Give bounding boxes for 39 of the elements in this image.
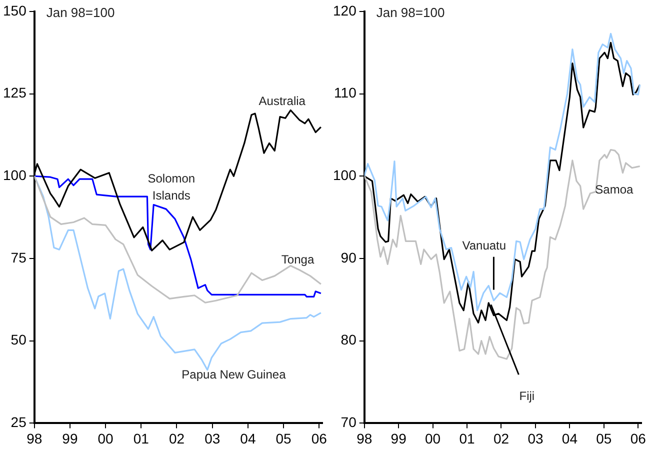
series-label: Vanuatu <box>462 238 506 252</box>
series-label: Australia <box>258 94 306 108</box>
x-tick-label: 99 <box>390 430 407 446</box>
y-tick-label: 50 <box>10 332 27 348</box>
series-label: Solomon Islands <box>148 171 196 202</box>
y-axis-title: Jan 98=100 <box>46 4 115 20</box>
x-tick-label: 06 <box>630 430 646 446</box>
x-tick-label: 01 <box>459 430 476 446</box>
y-tick-label: 150 <box>3 2 27 18</box>
x-tick-label: 05 <box>276 430 292 446</box>
x-tick-label: 05 <box>596 430 612 446</box>
y-tick-label: 125 <box>3 84 27 101</box>
y-tick-label: 25 <box>10 414 27 430</box>
y-tick-label: 70 <box>340 414 357 430</box>
series-label: Papua New Guinea <box>182 368 286 382</box>
y-axis-title: Jan 98=100 <box>376 4 445 20</box>
x-tick-label: 02 <box>168 430 185 446</box>
x-tick-label: 03 <box>204 430 220 446</box>
x-tick-label: 98 <box>26 430 42 446</box>
y-tick-label: 80 <box>340 332 357 348</box>
y-tick-label: 75 <box>10 249 27 266</box>
y-tick-label: 90 <box>340 249 357 266</box>
x-tick-label: 02 <box>493 430 510 446</box>
x-tick-label: 04 <box>562 430 578 446</box>
y-tick-label: 120 <box>333 2 357 18</box>
series-label: Tonga <box>281 252 314 266</box>
series-label: Samoa <box>595 182 634 196</box>
x-tick-label: 00 <box>425 430 441 446</box>
x-tick-label: 06 <box>311 430 328 446</box>
x-tick-label: 00 <box>98 430 114 446</box>
y-tick-label: 100 <box>3 166 27 183</box>
x-tick-label: 04 <box>240 430 256 446</box>
x-tick-label: 01 <box>133 430 150 446</box>
x-tick-label: 99 <box>62 430 78 446</box>
x-tick-label: 03 <box>528 430 544 446</box>
text: Fiji <box>519 389 535 404</box>
y-tick-label: 100 <box>333 166 357 183</box>
x-tick-label: 98 <box>356 430 372 446</box>
y-tick-label: 110 <box>334 84 357 101</box>
